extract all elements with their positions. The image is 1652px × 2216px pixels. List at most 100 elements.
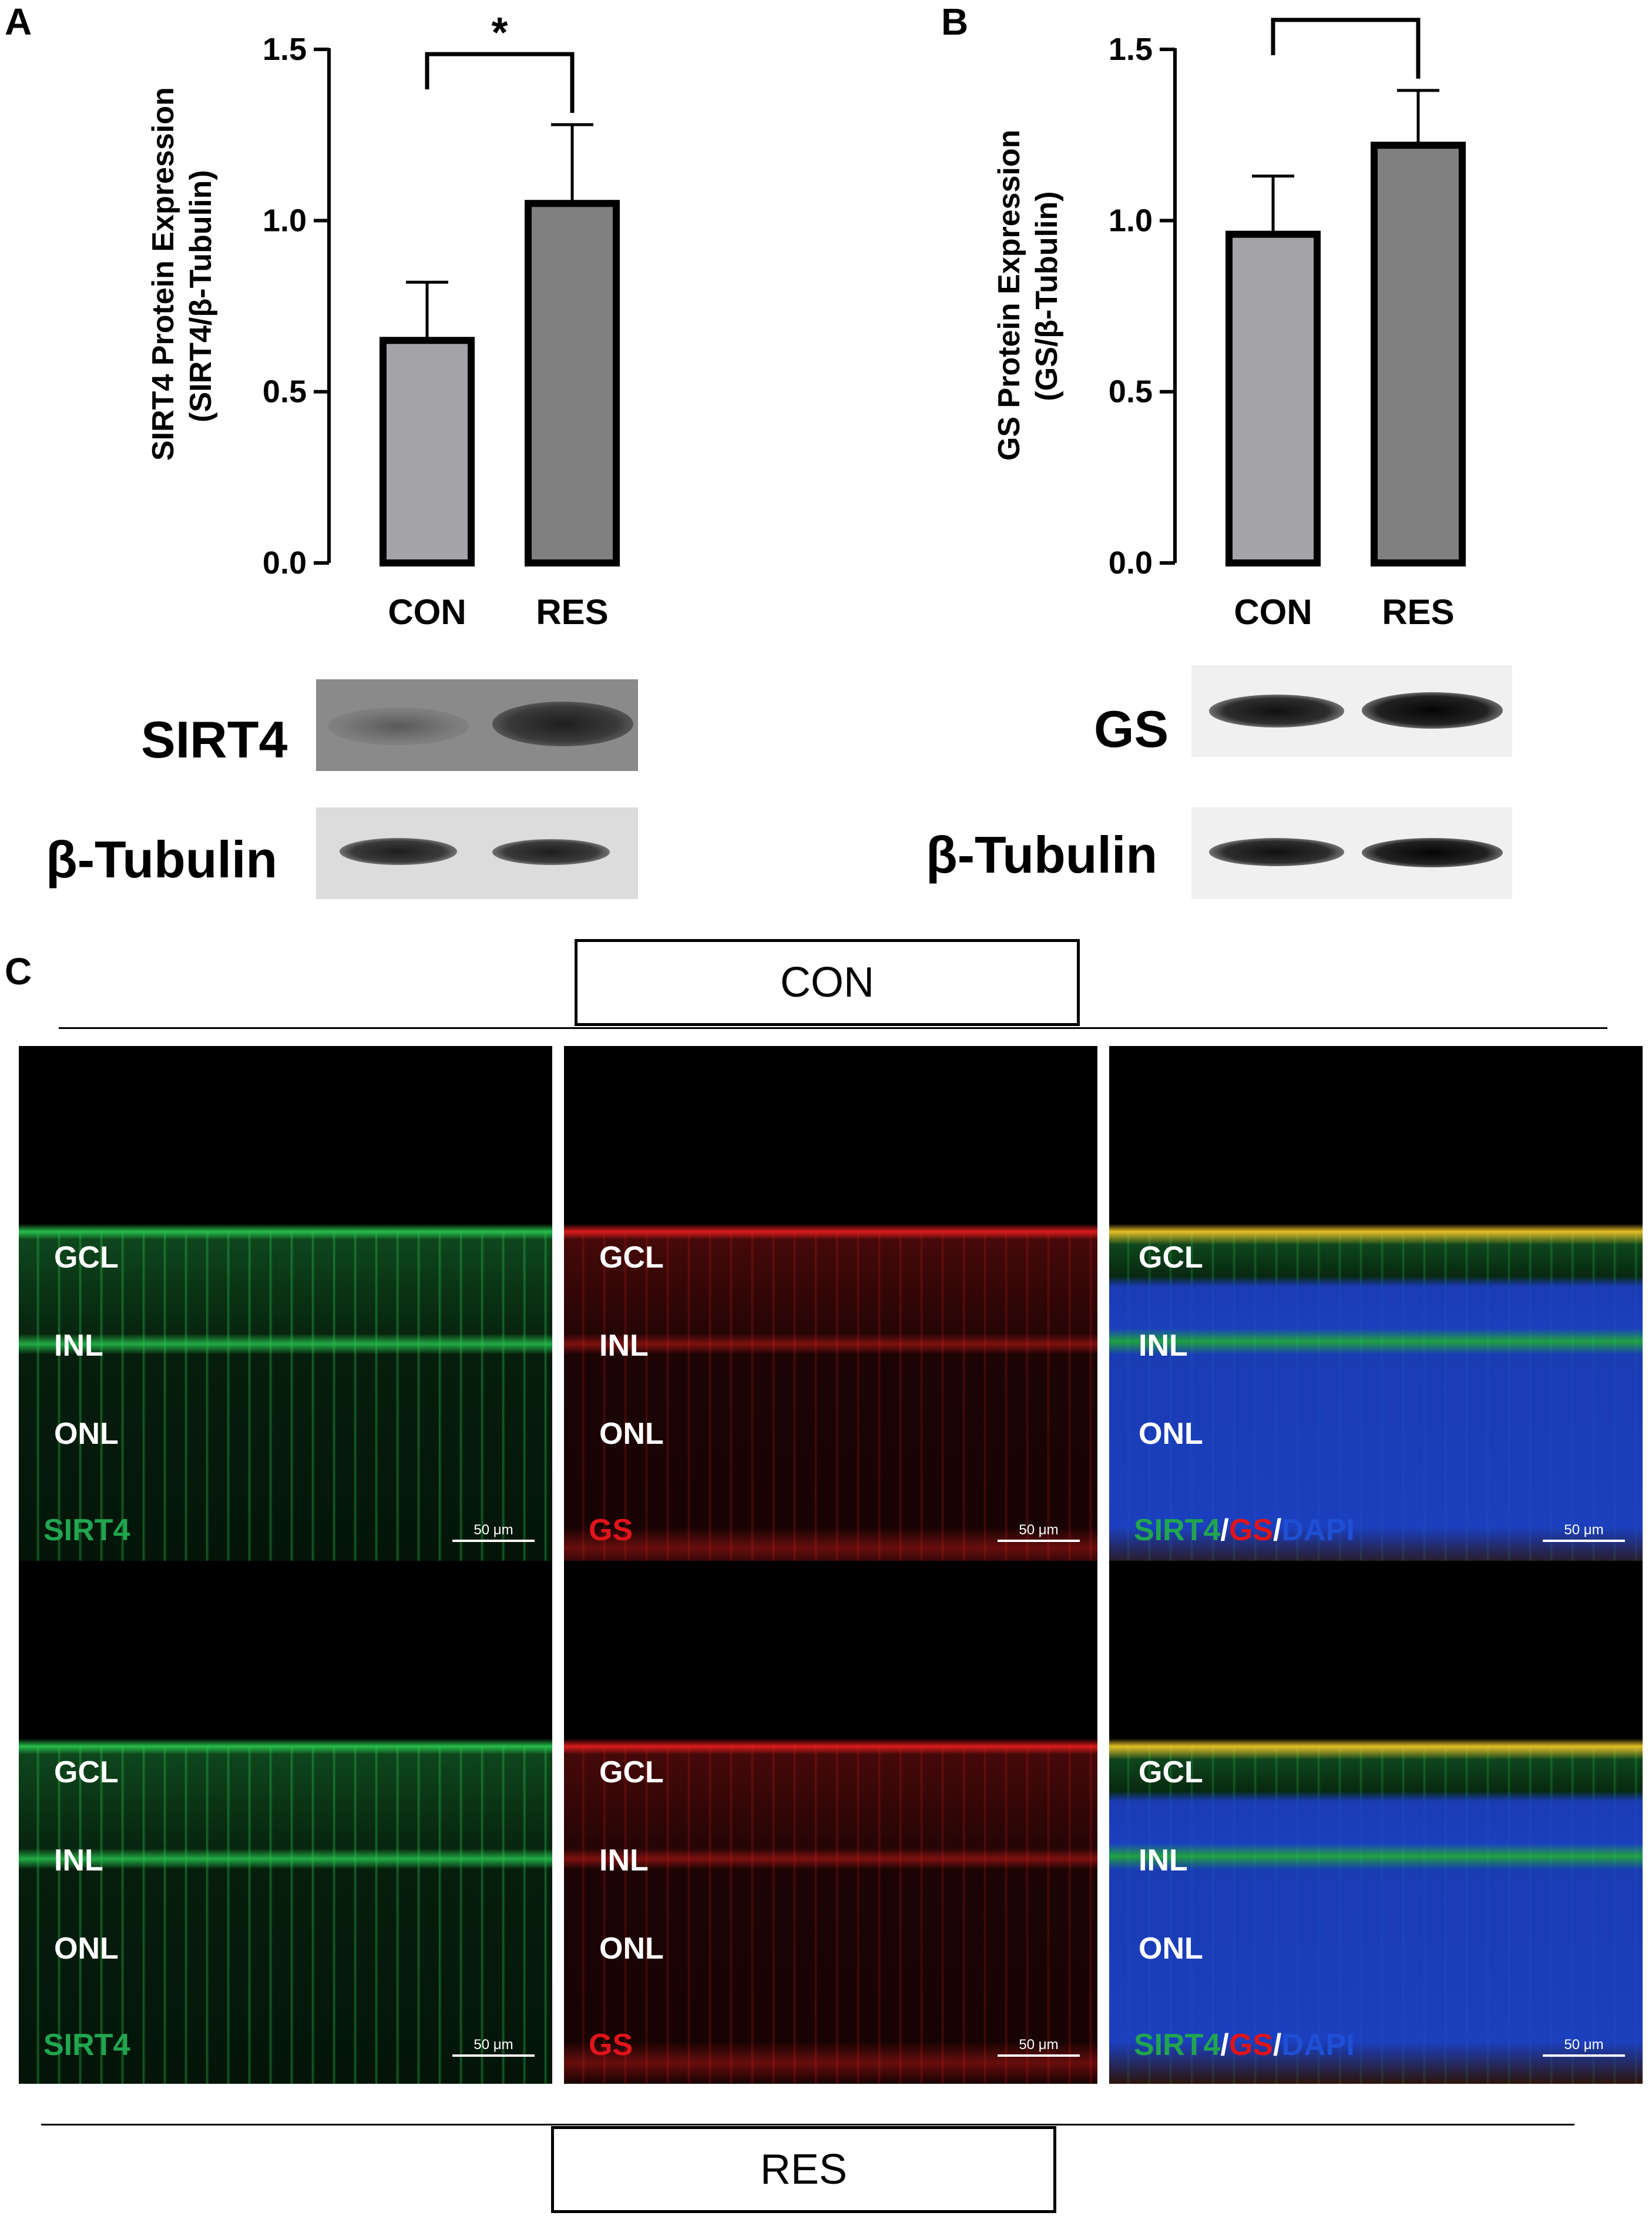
scale-bar xyxy=(1543,1540,1625,1542)
layer-label-inl: INL xyxy=(599,1843,649,1878)
stain-dapi: DAPI xyxy=(1281,2028,1355,2062)
blot-a-sirt4 xyxy=(316,679,638,771)
layer-label-inl: INL xyxy=(54,1329,103,1363)
blot-a-sirt4-band-res xyxy=(492,702,633,746)
panel-letter-a: A xyxy=(5,1,32,43)
stain-sirt4: SIRT4 xyxy=(1134,1513,1221,1547)
scale-bar-label: 50 μm xyxy=(474,1522,513,1538)
blot-b-gs-label: GS xyxy=(1094,700,1169,758)
layer-label-inl: INL xyxy=(1139,1329,1188,1363)
stain-label-green: SIRT4 xyxy=(43,1513,130,1547)
con-label: CON xyxy=(780,959,874,1006)
chart-0-ytick-label: 1.5 xyxy=(263,32,307,67)
chart-1-significance-bracket xyxy=(1271,18,1421,79)
chart-b: 0.0 0.5 1.0 1.5 CON RES * xyxy=(1109,0,1466,632)
con-divider xyxy=(59,1027,1607,1029)
stain-label-green: SIRT4 xyxy=(43,2028,130,2062)
stain-label-merge: SIRT4/GS/DAPI xyxy=(1134,1513,1355,1548)
stain-separator: / xyxy=(1220,1513,1229,1547)
chart-0-ytick-label: 0.5 xyxy=(263,374,307,410)
chart-1-bar-con xyxy=(1225,230,1321,566)
layer-label-onl: ONL xyxy=(1139,1417,1203,1451)
stain-dapi: DAPI xyxy=(1281,1513,1355,1547)
stain-separator: / xyxy=(1272,2028,1282,2062)
chart-0-ytick-label: 1.0 xyxy=(263,203,307,238)
layer-label-gcl: GCL xyxy=(54,1241,119,1275)
chart-a-ylabel: SIRT4 Protein Expression (SIRT4/β-Tubuli… xyxy=(145,87,220,461)
panel-letter-c: C xyxy=(5,950,32,993)
layer-label-onl: ONL xyxy=(54,1417,119,1451)
chart-b-ylabel: GS Protein Expression (GS/β-Tubulin) xyxy=(990,129,1066,461)
blot-a-tubulin-label: β-Tubulin xyxy=(46,830,278,889)
stain-separator: / xyxy=(1220,2028,1229,2062)
blot-a-tubulin xyxy=(316,807,638,899)
blot-a-sirt4-band-con xyxy=(328,708,469,745)
stain-label-red: GS xyxy=(589,2028,633,2062)
scale-bar xyxy=(998,2054,1080,2057)
layer-label-gcl: GCL xyxy=(1139,1241,1203,1275)
layer-label-onl: ONL xyxy=(54,1932,119,1966)
stain-gs: GS xyxy=(1228,2028,1273,2062)
chart-1-ytick-label: 0.0 xyxy=(1109,545,1153,581)
chart-0-significance-bracket xyxy=(425,52,575,113)
scale-bar-label: 50 μm xyxy=(1564,2037,1604,2053)
micrograph-con-merge: GCL INL ONL SIRT4/GS/DAPI 50 μm xyxy=(1109,1046,1643,1569)
res-label-box: RES xyxy=(551,2126,1056,2213)
stain-label-red: GS xyxy=(589,1513,633,1547)
micrograph-res-red: GCL INL ONL GS 50 μm xyxy=(564,1561,1097,2084)
layer-label-gcl: GCL xyxy=(1139,1755,1203,1789)
chart-1-significance-marker: * xyxy=(1337,0,1354,22)
layer-label-inl: INL xyxy=(54,1843,103,1878)
chart-0-xtick-label: CON xyxy=(388,592,466,632)
layer-label-onl: ONL xyxy=(1139,1932,1203,1966)
chart-b-ylabel-line2: (GS/β-Tubulin) xyxy=(1030,191,1064,401)
micrograph-con-green: GCL INL ONL SIRT4 50 μm xyxy=(19,1046,552,1569)
blot-a-sirt4-label: SIRT4 xyxy=(141,710,288,769)
stain-sirt4: SIRT4 xyxy=(1134,2028,1221,2062)
blot-b-gs-band-con xyxy=(1209,695,1344,728)
layer-label-inl: INL xyxy=(1139,1843,1188,1878)
chart-a-ylabel-line1: SIRT4 Protein Expression xyxy=(146,87,180,461)
chart-a-ylabel-line2: (SIRT4/β-Tubulin) xyxy=(184,170,218,423)
layer-label-gcl: GCL xyxy=(599,1241,664,1275)
blot-b-gs-band-res xyxy=(1362,692,1503,729)
micrograph-con-red: GCL INL ONL GS 50 μm xyxy=(564,1046,1097,1569)
scale-bar-label: 50 μm xyxy=(1019,2037,1059,2053)
blot-b-tubulin xyxy=(1191,807,1512,899)
chart-0-significance-marker: * xyxy=(491,9,508,56)
scale-bar xyxy=(998,1540,1080,1542)
res-label: RES xyxy=(760,2146,848,2193)
blot-a-tubulin-band-res xyxy=(492,839,610,865)
stain-label-merge: SIRT4/GS/DAPI xyxy=(1134,2027,1355,2063)
chart-0-bar-con xyxy=(380,337,475,566)
chart-1-ytick-label: 0.5 xyxy=(1109,374,1153,410)
scale-bar xyxy=(452,1540,535,1542)
layer-label-gcl: GCL xyxy=(599,1755,664,1789)
chart-1-ytick-label: 1.5 xyxy=(1109,32,1153,67)
chart-1-ytick-label: 1.0 xyxy=(1109,203,1153,238)
layer-label-onl: ONL xyxy=(599,1417,664,1451)
chart-b-ylabel-line1: GS Protein Expression xyxy=(992,129,1026,461)
con-label-box: CON xyxy=(575,939,1080,1026)
chart-1-bar-res xyxy=(1371,142,1466,566)
layer-label-onl: ONL xyxy=(599,1932,664,1966)
layer-label-inl: INL xyxy=(599,1329,649,1363)
chart-1-xtick-label: CON xyxy=(1234,592,1312,632)
chart-0-bar-res xyxy=(525,200,620,566)
scale-bar-label: 50 μm xyxy=(1564,1522,1604,1538)
micrograph-res-merge: GCL INL ONL SIRT4/GS/DAPI 50 μm xyxy=(1109,1561,1643,2084)
res-divider xyxy=(41,2124,1574,2126)
stain-separator: / xyxy=(1272,1513,1282,1547)
chart-0-xtick-label: RES xyxy=(536,592,608,632)
chart-1-xtick-label: RES xyxy=(1382,592,1454,632)
scale-bar xyxy=(452,2054,535,2057)
blot-a-tubulin-band-con xyxy=(340,838,457,865)
chart-0-ytick-label: 0.0 xyxy=(263,545,307,581)
scale-bar-label: 50 μm xyxy=(474,2037,513,2053)
scale-bar-label: 50 μm xyxy=(1019,1522,1059,1538)
chart-a: 0.0 0.5 1.0 1.5 CON RES * xyxy=(263,9,620,632)
layer-label-gcl: GCL xyxy=(54,1755,119,1789)
blot-b-gs xyxy=(1191,665,1512,757)
panel-letter-b: B xyxy=(941,1,969,43)
stain-gs: GS xyxy=(1228,1513,1273,1547)
